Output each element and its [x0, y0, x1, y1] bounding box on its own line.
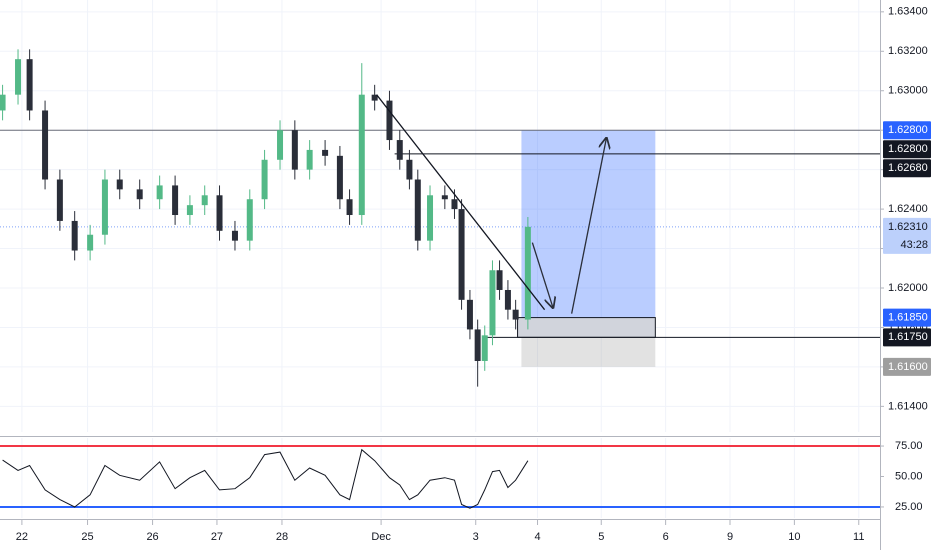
price-badge-label: 1.61850	[888, 311, 928, 323]
price-badge	[883, 159, 931, 178]
x-tick-label: 22	[16, 531, 28, 543]
candle-body	[396, 140, 403, 160]
x-tick-label: 28	[276, 531, 288, 543]
candle-body	[201, 195, 208, 206]
candle-body	[87, 234, 94, 251]
price-badge	[883, 328, 931, 347]
candle-body	[42, 110, 49, 180]
candle-body	[336, 155, 343, 200]
x-tick-label: 26	[146, 531, 158, 543]
y-tick-label: 1.63400	[888, 6, 928, 18]
candle-body	[371, 94, 378, 101]
candle-body	[277, 130, 284, 160]
arrow	[531, 242, 553, 308]
rsi-tick-label: 75.00	[895, 440, 923, 452]
price-badge-label: 1.62800	[888, 143, 928, 155]
candle-body	[246, 199, 253, 241]
candle-body	[156, 185, 163, 200]
x-tick-label: Dec	[371, 531, 391, 543]
candle-body	[186, 205, 193, 216]
last-price-badge	[883, 217, 931, 254]
price-badge	[883, 121, 931, 140]
x-tick-label: 4	[534, 531, 540, 543]
candle-body	[458, 209, 465, 300]
candle-body	[441, 195, 448, 200]
candle-body	[291, 130, 298, 170]
candle-body	[406, 159, 413, 180]
rsi-tick-label: 50.00	[895, 470, 923, 482]
x-tick-label: 10	[788, 531, 800, 543]
candle-body	[504, 289, 511, 310]
candle-body	[451, 199, 458, 210]
candle-body	[346, 199, 353, 216]
candle-body	[386, 100, 393, 141]
candle-body	[101, 179, 108, 235]
arrow	[571, 138, 607, 314]
last-price-label: 1.62310	[888, 221, 928, 233]
price-badge-label: 1.62680	[888, 162, 928, 174]
price-badge	[883, 308, 931, 327]
price-badge-label: 1.62800	[888, 124, 928, 136]
candle-body	[481, 335, 488, 361]
x-tick-label: 9	[727, 531, 733, 543]
candle-body	[414, 179, 421, 241]
y-tick-label: 1.62400	[888, 203, 928, 215]
candle-body	[524, 226, 531, 320]
candle-body	[512, 309, 519, 320]
price-badge	[883, 357, 931, 376]
x-tick-label: 6	[663, 531, 669, 543]
candle-body	[496, 270, 503, 290]
price-badge	[883, 140, 931, 159]
candle-body	[306, 149, 313, 170]
candle-body	[261, 159, 268, 200]
candle-body	[56, 179, 63, 221]
candle-body	[427, 195, 434, 241]
x-tick-label: 3	[473, 531, 479, 543]
y-tick-label: 1.62000	[888, 282, 928, 294]
candle-body	[0, 94, 6, 111]
candle-body	[172, 185, 179, 216]
candle-body	[474, 329, 481, 361]
countdown: 43:28	[900, 239, 928, 251]
rsi-tick-label: 25.00	[895, 501, 923, 513]
candle-body	[322, 149, 329, 156]
target-area	[521, 130, 656, 318]
candle-body	[216, 195, 223, 231]
x-tick-label: 27	[211, 531, 223, 543]
x-tick-label: 11	[853, 531, 864, 543]
rsi-line	[2, 448, 529, 509]
price-badge-label: 1.61600	[888, 361, 928, 373]
candle-body	[231, 230, 238, 241]
candle-body	[26, 59, 33, 111]
candle-body	[71, 220, 78, 251]
candle-body	[116, 179, 123, 190]
entry-zone	[517, 317, 656, 338]
candle-body	[136, 189, 143, 200]
y-tick-label: 1.63000	[888, 85, 928, 97]
candle-body	[15, 59, 22, 95]
candle-body	[489, 270, 496, 336]
x-tick-label: 25	[81, 531, 93, 543]
y-tick-label: 1.61400	[888, 400, 928, 412]
candle-body	[466, 299, 473, 330]
trendline	[376, 94, 546, 311]
candle-body	[358, 94, 365, 216]
y-tick-label: 1.63200	[888, 45, 928, 57]
x-tick-label: 5	[598, 531, 604, 543]
price-badge-label: 1.61750	[888, 331, 928, 343]
